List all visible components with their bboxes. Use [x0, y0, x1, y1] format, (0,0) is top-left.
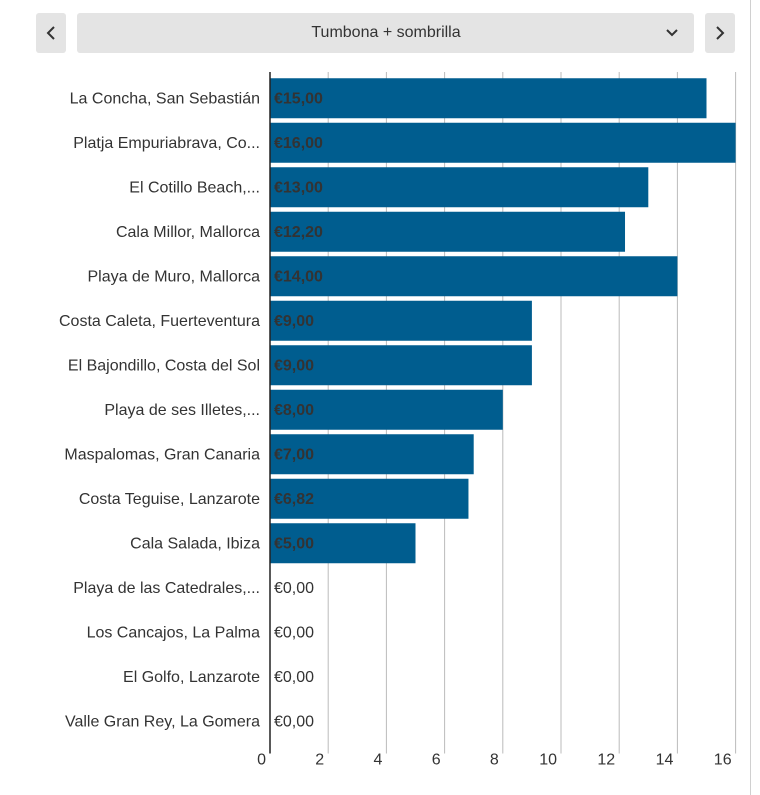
bar [270, 167, 649, 208]
bar [270, 345, 532, 386]
y-tick-label: Platja Empuriabrava, Co... [73, 135, 260, 152]
bar [270, 478, 469, 519]
x-tick-label: 6 [432, 752, 441, 769]
y-tick-label: Cala Millor, Mallorca [116, 224, 260, 241]
bar [270, 78, 707, 119]
bar [270, 211, 626, 252]
y-tick-label: Playa de las Catedrales,... [73, 580, 260, 597]
value-label: €0,00 [274, 580, 314, 597]
y-tick-label: La Concha, San Sebastián [70, 90, 260, 107]
next-button-bg [705, 13, 735, 53]
x-tick-label: 10 [539, 752, 557, 769]
dropdown-label: Tumbona + sombrilla [311, 24, 460, 41]
next-button[interactable] [705, 13, 735, 53]
y-tick-label: Costa Caleta, Fuerteventura [59, 313, 260, 330]
x-tick-label: 16 [714, 752, 732, 769]
y-tick-label: Cala Salada, Ibiza [130, 535, 260, 552]
y-tick-label: El Cotillo Beach,... [129, 179, 260, 196]
bar [270, 256, 678, 297]
value-label: €5,00 [274, 535, 314, 552]
value-label: €8,00 [274, 402, 314, 419]
value-label: €15,00 [274, 90, 323, 107]
x-tick-label: 12 [597, 752, 615, 769]
value-label: €0,00 [274, 713, 314, 730]
bar [270, 122, 736, 163]
value-label: €6,82 [274, 491, 314, 508]
dropdown-bg [77, 13, 694, 53]
y-tick-label: Valle Gran Rey, La Gomera [65, 713, 260, 730]
dropdown-icon [666, 29, 678, 37]
bar [270, 389, 503, 430]
bar [270, 434, 474, 475]
bar [270, 523, 416, 564]
dropdown[interactable]: Tumbona + sombrilla [77, 13, 694, 53]
y-tick-label: El Bajondillo, Costa del Sol [68, 357, 260, 374]
value-label: €9,00 [274, 357, 314, 374]
prev-button[interactable] [36, 13, 66, 53]
value-label: €13,00 [274, 179, 323, 196]
y-tick-label: Costa Teguise, Lanzarote [79, 491, 260, 508]
value-label: €0,00 [274, 669, 314, 686]
y-tick-label: Los Cancajos, La Palma [87, 624, 261, 641]
y-tick-label: Playa de ses Illetes,... [104, 402, 260, 419]
y-tick-label: Maspalomas, Gran Canaria [64, 446, 260, 463]
x-tick-label: 4 [373, 752, 382, 769]
prev-icon [46, 26, 55, 40]
x-tick-label: 14 [656, 752, 674, 769]
y-tick-label: Playa de Muro, Mallorca [87, 268, 260, 285]
prev-button-bg [36, 13, 66, 53]
bar [270, 300, 532, 341]
value-label: €9,00 [274, 313, 314, 330]
next-icon [716, 26, 725, 40]
x-tick-label: 8 [490, 752, 499, 769]
value-label: €7,00 [274, 446, 314, 463]
value-label: €0,00 [274, 624, 314, 641]
x-tick-label: 0 [257, 752, 266, 769]
y-tick-label: El Golfo, Lanzarote [123, 669, 260, 686]
x-tick-label: 2 [315, 752, 324, 769]
value-label: €12,20 [274, 224, 323, 241]
value-label: €16,00 [274, 135, 323, 152]
value-label: €14,00 [274, 268, 323, 285]
